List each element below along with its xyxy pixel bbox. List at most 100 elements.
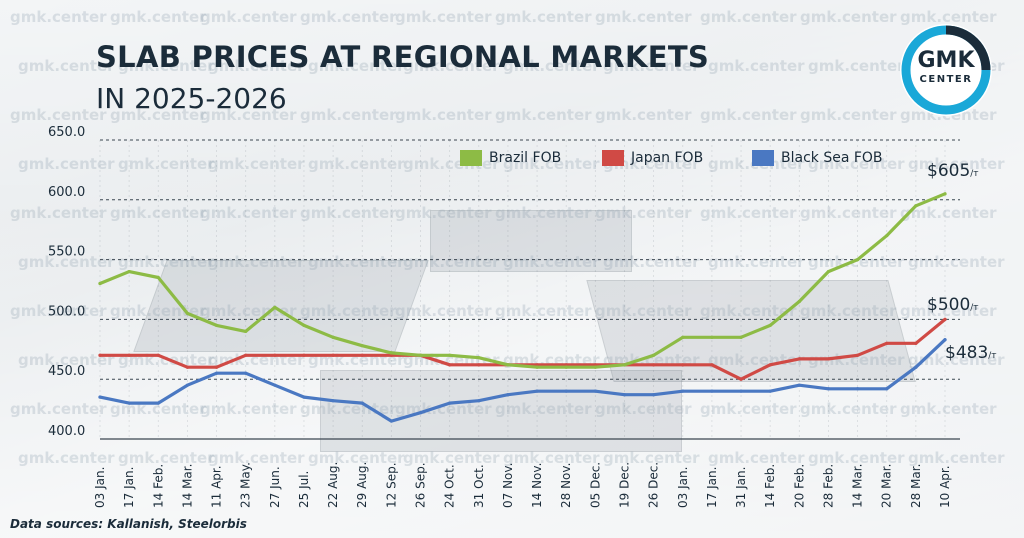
data-point xyxy=(273,305,277,310)
end-label-japan-unit: /т xyxy=(970,303,979,313)
data-point xyxy=(244,329,248,333)
data-point xyxy=(302,353,306,357)
x-tick-label: 29 Aug. xyxy=(355,462,369,508)
data-point xyxy=(885,234,889,238)
data-point xyxy=(855,353,860,357)
data-point xyxy=(768,389,772,393)
data-point xyxy=(127,353,131,357)
legend-item-brazil: Brazil FOB xyxy=(460,150,561,166)
x-tick-label: 14 Feb. xyxy=(151,464,165,508)
data-point xyxy=(185,383,190,387)
data-point xyxy=(244,371,248,375)
x-tick-label: 17 Jan. xyxy=(122,467,136,508)
y-tick-label: 450.0 xyxy=(48,364,85,379)
data-point xyxy=(448,401,452,405)
data-point xyxy=(535,389,539,393)
data-point xyxy=(885,387,889,391)
data-point xyxy=(302,395,306,399)
data-point xyxy=(652,363,656,367)
data-point xyxy=(797,357,801,361)
data-point xyxy=(331,335,335,339)
x-tick-label: 19 Dec. xyxy=(617,462,631,508)
data-source-note: Data sources: Kallanish, Steelorbis xyxy=(10,517,247,531)
x-tick-label: 25 Jul. xyxy=(297,471,311,508)
data-point xyxy=(418,353,423,357)
data-point xyxy=(826,357,831,361)
data-point xyxy=(98,395,102,399)
data-point xyxy=(273,353,277,357)
data-point xyxy=(681,363,685,367)
x-tick-label: 12 Sep. xyxy=(384,462,398,508)
steel-plate-shape xyxy=(320,370,682,452)
end-label-blacksea-unit: /т xyxy=(988,351,997,361)
x-tick-label: 31 Jan. xyxy=(734,467,748,508)
x-tick-label: 14 Mar. xyxy=(180,464,194,508)
logo-main-text: GMK xyxy=(917,48,975,73)
data-point xyxy=(214,365,219,369)
data-point xyxy=(273,383,277,387)
data-point xyxy=(98,281,102,286)
data-point xyxy=(98,353,102,357)
data-point xyxy=(185,365,190,369)
data-point xyxy=(914,365,918,369)
x-tick-label: 11 Apr. xyxy=(210,465,224,508)
steel-plate-shape xyxy=(430,210,632,272)
data-point xyxy=(855,258,860,262)
legend-item-japan: Japan FOB xyxy=(602,150,703,166)
legend-swatch-blacksea xyxy=(752,150,774,166)
data-point xyxy=(389,419,393,423)
data-point xyxy=(855,387,860,391)
logo-sub-text: CENTER xyxy=(919,74,973,85)
x-tick-label: 14 Feb. xyxy=(763,464,777,508)
data-point xyxy=(448,353,452,357)
data-point xyxy=(360,344,364,348)
x-tick-label: 26 Dec. xyxy=(647,462,661,508)
data-point xyxy=(710,363,714,367)
end-label-brazil-unit: /т xyxy=(970,169,979,179)
data-point xyxy=(826,387,831,391)
x-tick-label: 20 Mar. xyxy=(880,464,894,508)
data-point xyxy=(331,399,335,403)
data-point xyxy=(652,353,656,357)
data-point xyxy=(477,356,481,360)
data-point xyxy=(914,204,918,208)
end-label-blacksea-value: $483 xyxy=(945,343,989,363)
y-tick-label: 550.0 xyxy=(48,245,85,260)
end-label-brazil-value: $605 xyxy=(927,161,971,181)
series-line-brazil-fob xyxy=(98,192,947,369)
data-point xyxy=(564,389,568,393)
data-point xyxy=(622,363,627,367)
data-point xyxy=(943,192,947,196)
x-tick-label: 17 Jan. xyxy=(705,467,719,508)
data-point xyxy=(710,335,714,339)
legend-label-japan: Japan FOB xyxy=(631,150,704,166)
data-point xyxy=(214,323,219,327)
x-tick-label: 10 Apr. xyxy=(938,465,952,508)
legend-item-blacksea: Black Sea FOB xyxy=(752,150,883,166)
end-label-japan: $500/т xyxy=(927,295,979,315)
data-point xyxy=(593,389,597,393)
y-tick-label: 650.0 xyxy=(48,125,85,140)
end-label-japan-value: $500 xyxy=(927,295,971,315)
x-tick-label: 03 Jan. xyxy=(676,467,690,508)
data-point xyxy=(389,351,393,355)
data-point xyxy=(331,353,335,357)
data-point xyxy=(710,389,714,393)
data-point xyxy=(360,401,364,405)
y-tick-label: 500.0 xyxy=(48,304,85,319)
data-point xyxy=(652,393,656,397)
x-tick-label: 05 Dec. xyxy=(588,462,602,508)
data-point xyxy=(914,341,918,345)
legend-label-brazil: Brazil FOB xyxy=(489,150,562,166)
x-tick-label: 28 Feb. xyxy=(821,464,835,508)
x-tick-label: 03 Jan. xyxy=(93,467,107,508)
x-tick-label: 14 Mar. xyxy=(851,464,865,508)
legend-swatch-japan xyxy=(602,150,624,166)
y-tick-label: 400.0 xyxy=(48,424,85,439)
data-point xyxy=(156,353,160,357)
data-point xyxy=(448,363,452,367)
data-point xyxy=(477,363,481,367)
legend-swatch-brazil xyxy=(460,150,482,166)
data-point xyxy=(418,411,423,415)
